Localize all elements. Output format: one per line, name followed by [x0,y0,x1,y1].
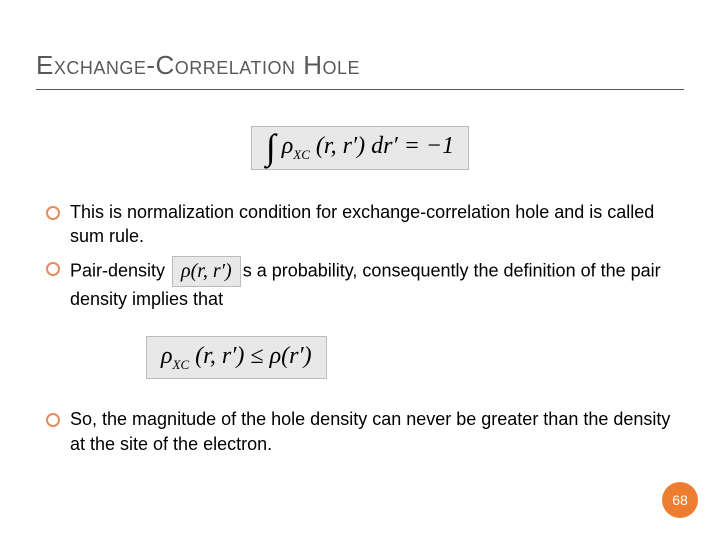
bullet-item: So, the magnitude of the hole density ca… [42,407,684,456]
page-number-badge: 68 [662,482,698,518]
equation-2-container: ρXC (r, r′) ≤ ρ(r′) [146,336,684,380]
page-number: 68 [672,492,688,508]
bullet-list-2: So, the magnitude of the hole density ca… [36,407,684,456]
bullet-text-prefix: Pair-density [70,261,170,281]
slide: Exchange-Correlation Hole ∫ ρXC (r, r′) … [0,0,720,540]
bullet-text: This is normalization condition for exch… [70,202,654,246]
equation-2: ρXC (r, r′) ≤ ρ(r′) [146,336,327,380]
bullet-list-1: This is normalization condition for exch… [36,200,684,312]
bullet-text: So, the magnitude of the hole density ca… [70,409,670,453]
equation-1: ∫ ρXC (r, r′) dr′ = −1 [251,126,469,170]
slide-title: Exchange-Correlation Hole [36,50,684,90]
bullet-item: This is normalization condition for exch… [42,200,684,249]
inline-equation: ρ(r, r′) [172,256,241,287]
bullet-item: Pair-density ρ(r, r′)s a probability, co… [42,256,684,311]
equation-1-container: ∫ ρXC (r, r′) dr′ = −1 [36,126,684,170]
